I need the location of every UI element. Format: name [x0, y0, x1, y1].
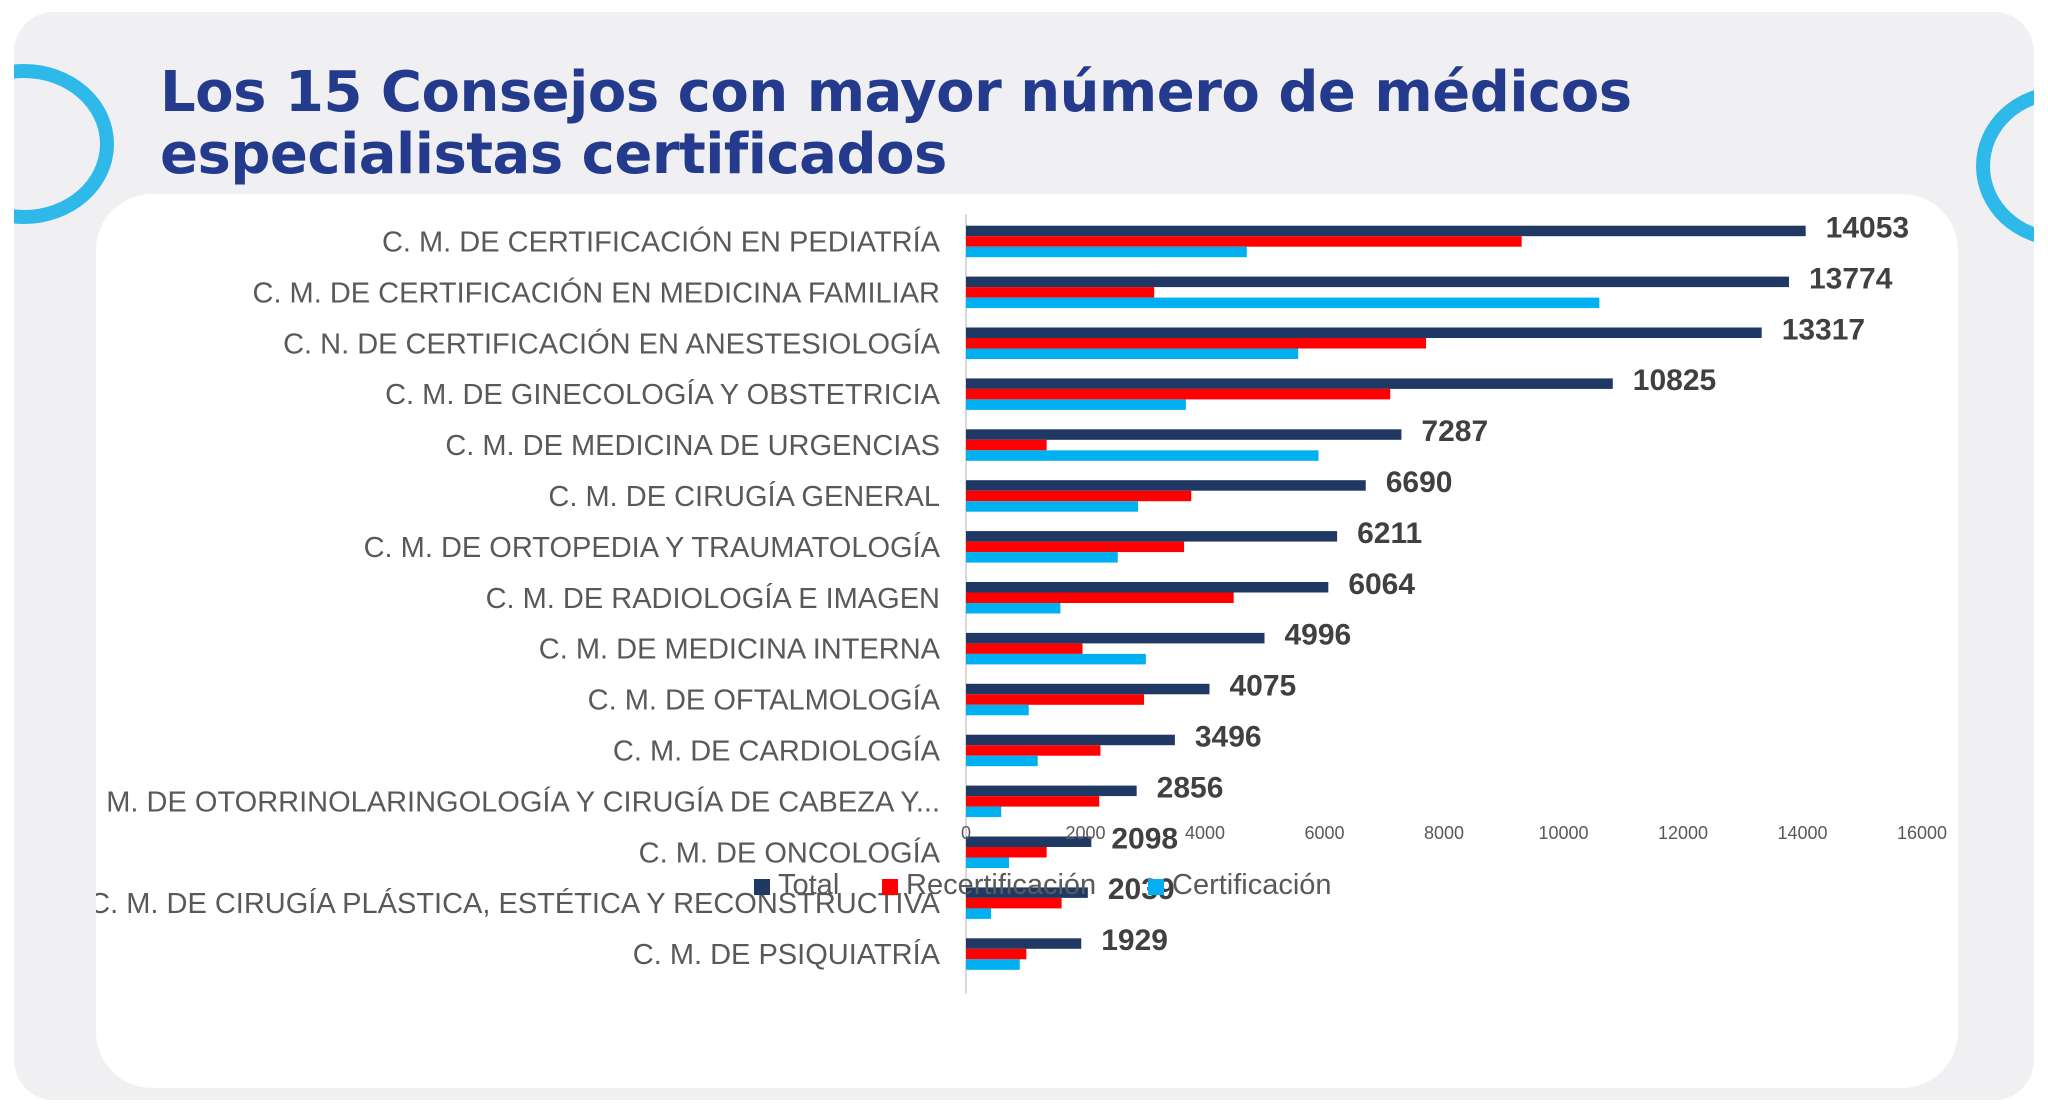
data-label-total: 13317 — [1782, 313, 1865, 346]
legend-label: Recertificación — [906, 869, 1096, 901]
data-label-total: 10825 — [1633, 364, 1716, 397]
bar-chart: C. M. DE CERTIFICACIÓN EN PEDIATRÍA 14053… — [96, 211, 1947, 994]
slide: Los 15 Consejos con mayor número de médi… — [14, 12, 2034, 1100]
bar-certificacion — [966, 246, 1247, 258]
category-label: C. N. DE CERTIFICACIÓN EN ANESTESIOLOGÍA — [283, 327, 941, 360]
bar-total — [966, 327, 1762, 338]
bar-total — [966, 836, 1092, 847]
legend-swatch — [754, 879, 770, 895]
bar-certificacion — [966, 603, 1061, 614]
category-label: C. M. DE CERTIFICACIÓN EN MEDICINA FAMIL… — [253, 276, 941, 309]
bar-total — [966, 938, 1082, 949]
category-label: C. M. DE ORTOPEDIA Y TRAUMATOLOGÍA — [364, 531, 941, 564]
data-label-total: 2098 — [1111, 822, 1178, 855]
bar-certificacion — [966, 501, 1139, 512]
bar-total — [966, 531, 1338, 542]
data-label-total: 6064 — [1348, 568, 1415, 601]
bar-certificacion — [966, 348, 1299, 359]
legend-swatch — [1148, 879, 1164, 895]
category-label: C. M. DE RADIOLOGÍA E IMAGEN — [486, 582, 940, 615]
category-label: C. M. DE CIRUGÍA PLÁSTICA, ESTÉTICA Y RE… — [96, 887, 941, 920]
data-label-total: 6211 — [1357, 517, 1422, 550]
x-tick-label: 6000 — [1304, 823, 1344, 843]
data-label-total: 14053 — [1826, 211, 1909, 244]
bar-certificacion — [966, 552, 1118, 563]
x-tick-label: 0 — [961, 823, 971, 843]
legend-label: Certificación — [1172, 869, 1332, 901]
bar-certificacion — [966, 908, 992, 919]
bar-recertificacion — [966, 745, 1101, 756]
bar-certificacion — [966, 806, 1002, 818]
bar-total — [966, 378, 1613, 389]
bar-certificacion — [966, 959, 1020, 970]
category-label: C. M. DE MEDICINA INTERNA — [539, 634, 941, 666]
bar-total — [966, 480, 1366, 491]
x-tick-label: 16000 — [1897, 823, 1947, 843]
bar-recertificacion — [966, 847, 1047, 858]
legend-label: Total — [778, 869, 839, 901]
bar-recertificacion — [966, 388, 1391, 400]
x-tick-label: 12000 — [1658, 823, 1708, 843]
bar-recertificacion — [966, 592, 1234, 603]
bar-recertificacion — [966, 287, 1155, 298]
decorative-ring-right — [1976, 86, 2034, 246]
bar-recertificacion — [966, 490, 1192, 502]
chart-card: C. M. DE CERTIFICACIÓN EN PEDIATRÍA 14053… — [96, 194, 1958, 1088]
x-tick-label: 4000 — [1185, 823, 1225, 843]
category-label: C. M. DE CERTIFICACIÓN EN PEDIATRÍA — [382, 225, 941, 258]
bar-certificacion — [966, 399, 1186, 410]
category-label: C. M. DE CIRUGÍA GENERAL — [548, 480, 940, 513]
legend-swatch — [882, 879, 898, 895]
bar-certificacion — [966, 653, 1146, 665]
bar-total — [966, 734, 1175, 746]
bar-certificacion — [966, 755, 1038, 767]
category-label: C. M. DE GINECOLOGÍA Y OBSTETRICIA — [385, 378, 941, 411]
title-line-2: especialistas certificados — [160, 122, 947, 187]
x-tick-label: 2000 — [1065, 823, 1105, 843]
bar-total — [966, 225, 1806, 237]
page-title: Los 15 Consejos con mayor número de médi… — [160, 62, 1660, 186]
bar-recertificacion — [966, 541, 1185, 553]
bar-certificacion — [966, 297, 1600, 309]
data-label-total: 13774 — [1809, 262, 1893, 295]
category-label: C. M. DE CARDIOLOGÍA — [613, 734, 941, 767]
data-label-total: 1929 — [1101, 924, 1168, 957]
bar-certificacion — [966, 704, 1029, 716]
bar-certificacion — [966, 857, 1010, 868]
data-label-total: 4996 — [1285, 619, 1352, 652]
bar-total — [966, 785, 1137, 797]
category-label: C. M. DE ONCOLOGÍA — [639, 836, 941, 869]
bar-total — [966, 582, 1329, 593]
bar-certificacion — [966, 450, 1319, 461]
bar-recertificacion — [966, 796, 1100, 807]
bar-total — [966, 887, 1088, 898]
bar-total — [966, 632, 1265, 644]
bar-recertificacion — [966, 948, 1027, 960]
category-label: C. M. DE OFTALMOLOGÍA — [588, 684, 941, 717]
bar-recertificacion — [966, 236, 1522, 247]
bar-total — [966, 429, 1402, 440]
bar-recertificacion — [966, 643, 1083, 654]
data-label-total: 3496 — [1195, 720, 1262, 753]
bar-recertificacion — [966, 694, 1145, 705]
title-line-1: Los 15 Consejos con mayor número de médi… — [160, 60, 1632, 125]
bar-total — [966, 276, 1789, 288]
category-label: C. M. DE MEDICINA DE URGENCIAS — [445, 430, 940, 462]
bar-recertificacion — [966, 338, 1427, 349]
x-tick-label: 8000 — [1424, 823, 1464, 843]
bar-recertificacion — [966, 439, 1047, 451]
data-label-total: 2039 — [1108, 873, 1175, 906]
data-label-total: 6690 — [1386, 466, 1453, 499]
bar-recertificacion — [966, 897, 1062, 909]
data-label-total: 7287 — [1421, 415, 1488, 448]
category-label: C. M. DE OTORRINOLARINGOLOGÍA Y CIRUGÍA … — [96, 785, 940, 818]
x-tick-label: 10000 — [1538, 823, 1588, 843]
bar-total — [966, 683, 1210, 695]
data-label-total: 4075 — [1229, 670, 1296, 703]
data-label-total: 2856 — [1157, 771, 1224, 804]
category-label: C. M. DE PSIQUIATRÍA — [633, 938, 941, 971]
x-tick-label: 14000 — [1777, 823, 1827, 843]
